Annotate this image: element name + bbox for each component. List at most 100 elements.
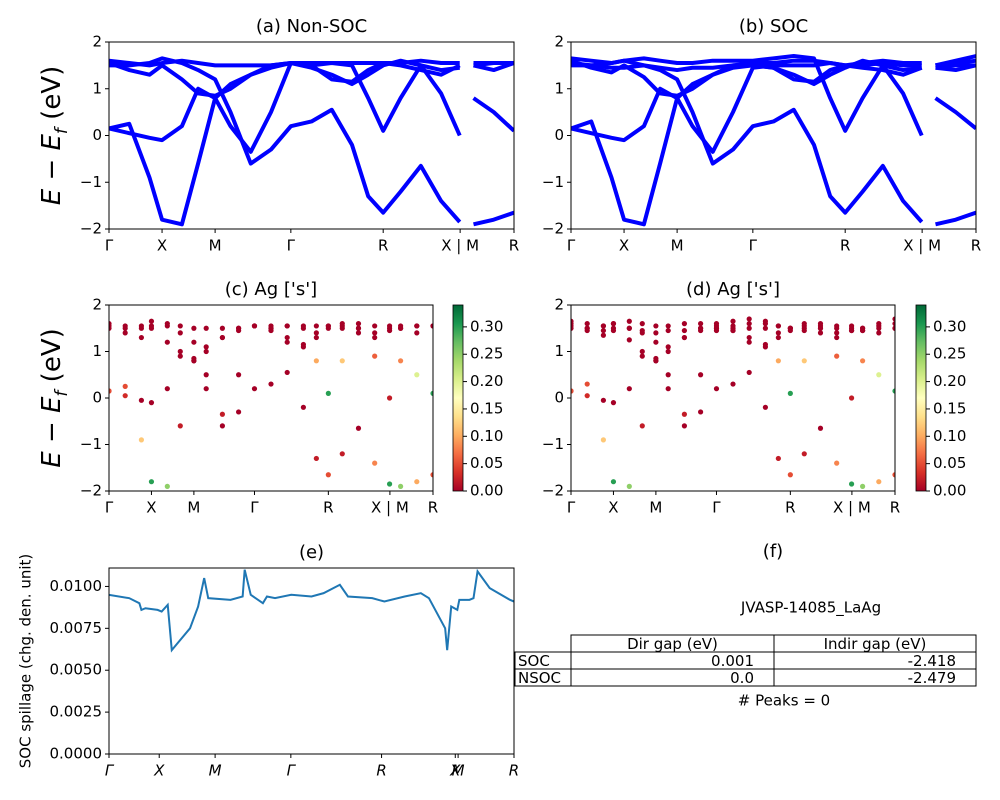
y-tick-label: 0.0025 [50, 703, 103, 721]
band-line [109, 58, 514, 154]
y-axis-label: SOC spillage (chg. den. unit) [17, 554, 35, 769]
y-tick-label: 1 [554, 342, 564, 360]
x-tick-label: M [671, 237, 684, 255]
panel-title: (c) Ag ['s'] [225, 279, 317, 300]
y-axis-label-part: f [52, 388, 72, 397]
band-point [801, 321, 807, 327]
band-point [138, 334, 144, 341]
y-tick-label: −2 [80, 220, 102, 238]
band-point [203, 372, 209, 378]
x-tick-label: X [619, 237, 629, 255]
colorbar-tick-label: 0.00 [933, 482, 966, 500]
plot-frame [570, 41, 977, 230]
y-tick-label: −1 [542, 173, 564, 191]
band-point [892, 325, 895, 331]
band-point [681, 423, 688, 429]
band-point [639, 327, 645, 334]
band-point [148, 318, 155, 324]
band-point [430, 472, 433, 478]
band-point [730, 327, 736, 334]
band-point [300, 344, 306, 350]
row-header: NSOC [518, 669, 561, 687]
band-point [414, 323, 420, 329]
band-point [339, 358, 345, 364]
band-point [138, 325, 144, 331]
band-line [109, 58, 514, 137]
y-tick-label: 2 [92, 33, 102, 51]
x-tick-label: R [376, 762, 386, 780]
column-header: Dir gap (eV) [627, 635, 718, 653]
band-point [372, 353, 378, 359]
band-point [164, 339, 170, 345]
band-point [653, 355, 659, 362]
y-tick-label: 0.0100 [50, 577, 103, 595]
y-tick-label: −2 [80, 482, 102, 500]
plot-area [109, 318, 433, 489]
band-point [775, 455, 781, 462]
y-tick-label: 0 [92, 389, 102, 407]
colorbar-tick-label: 0.15 [470, 399, 503, 417]
colorbar-tick-label: 0.05 [470, 454, 503, 472]
band-point [325, 325, 331, 331]
band-point [414, 330, 420, 336]
band-point [892, 388, 895, 394]
column-header: Indir gap (eV) [824, 635, 927, 653]
band-point [639, 348, 645, 355]
band-line [571, 58, 976, 227]
x-tick-label: R [428, 499, 438, 517]
band-point [164, 483, 170, 489]
band-point [746, 334, 752, 341]
band-point [177, 348, 183, 355]
band-point [787, 472, 793, 478]
band-line [109, 61, 514, 227]
band-point [600, 323, 607, 329]
band-point [284, 339, 290, 345]
band-point [236, 325, 242, 331]
y-tick-label: 0.0075 [50, 619, 103, 637]
band-point [639, 321, 645, 327]
band-point [762, 325, 769, 331]
plot-area [109, 568, 514, 653]
band-point [892, 472, 895, 478]
band-point [300, 404, 306, 410]
band-point [164, 321, 170, 327]
band-point [775, 334, 781, 341]
band-point [398, 483, 404, 489]
band-point [626, 483, 632, 489]
band-point [817, 330, 824, 336]
band-point [191, 355, 197, 362]
band-point [386, 395, 393, 401]
band-point [848, 481, 855, 487]
colorbar-tick-label: 0.10 [470, 427, 503, 445]
band-point [834, 460, 840, 466]
band-point [626, 386, 632, 392]
panel: (b) SOC −2 −1 0 1 2 Γ X M Γ R X | M R [542, 16, 981, 255]
x-tick-label: Γ [287, 762, 297, 780]
band-point [109, 325, 112, 331]
table-panel: (f) JVASP-14085_LaAg Dir gap (eV) Indir gap… [514, 541, 977, 710]
band-point [626, 337, 632, 343]
panel-title: (b) SOC [739, 16, 808, 37]
band-point [787, 390, 793, 396]
band-point [109, 388, 112, 394]
band-line [571, 54, 976, 137]
panel: (c) Ag ['s'] −2 −1 0 1 2 Γ X M Γ R X | M R E − Ef (eV… [37, 279, 504, 517]
band-point [430, 323, 433, 329]
band-point [584, 381, 590, 387]
x-tick-label: X | M [441, 237, 479, 255]
band-point [775, 323, 781, 329]
colorbar-tick-label: 0.25 [470, 345, 503, 363]
band-point [284, 323, 290, 329]
y-axis-label-part: f [52, 125, 72, 134]
panel: (a) Non-SOC −2 −1 0 1 2 Γ X M Γ R X | M R E − Ef (eV) [37, 16, 520, 255]
y-tick-label: −1 [80, 435, 102, 453]
band-point [665, 386, 671, 392]
band-point [284, 334, 290, 341]
y-tick-label: 2 [554, 296, 564, 314]
panel-title: (e) [299, 542, 324, 563]
band-point [698, 321, 704, 327]
x-tick-label: R [509, 762, 519, 780]
band-point [746, 369, 752, 376]
band-point [834, 334, 840, 341]
